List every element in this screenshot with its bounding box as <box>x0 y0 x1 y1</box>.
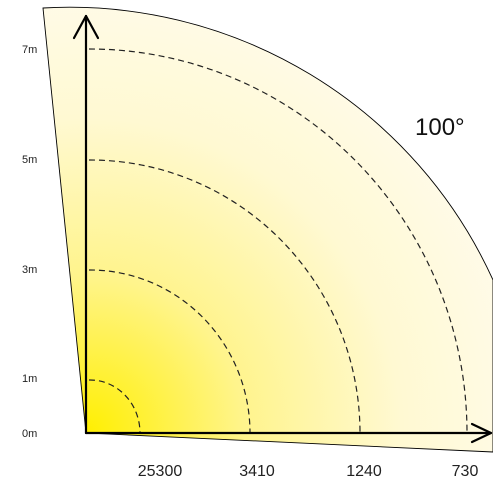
beam-cone <box>42 6 493 453</box>
illuminance-label-5m: 1240 <box>346 463 382 480</box>
illuminance-label-3m: 3410 <box>239 463 275 480</box>
distance-label-3m: 3m <box>22 264 37 276</box>
illuminance-label-7m: 730 <box>452 463 479 480</box>
distance-label-7m: 7m <box>22 44 37 56</box>
illuminance-axis-arrow <box>470 422 493 444</box>
distance-label-0m: 0m <box>22 428 37 440</box>
distance-label-5m: 5m <box>22 154 37 166</box>
ring-5m <box>88 159 361 434</box>
ring-1m <box>88 379 141 434</box>
distance-label-1m: 1m <box>22 373 37 385</box>
ring-3m <box>88 269 251 434</box>
illuminance-label-1m: 25300 <box>138 463 183 480</box>
distance-axis-arrow <box>72 14 100 40</box>
beam-angle-label: 100° <box>415 114 465 141</box>
